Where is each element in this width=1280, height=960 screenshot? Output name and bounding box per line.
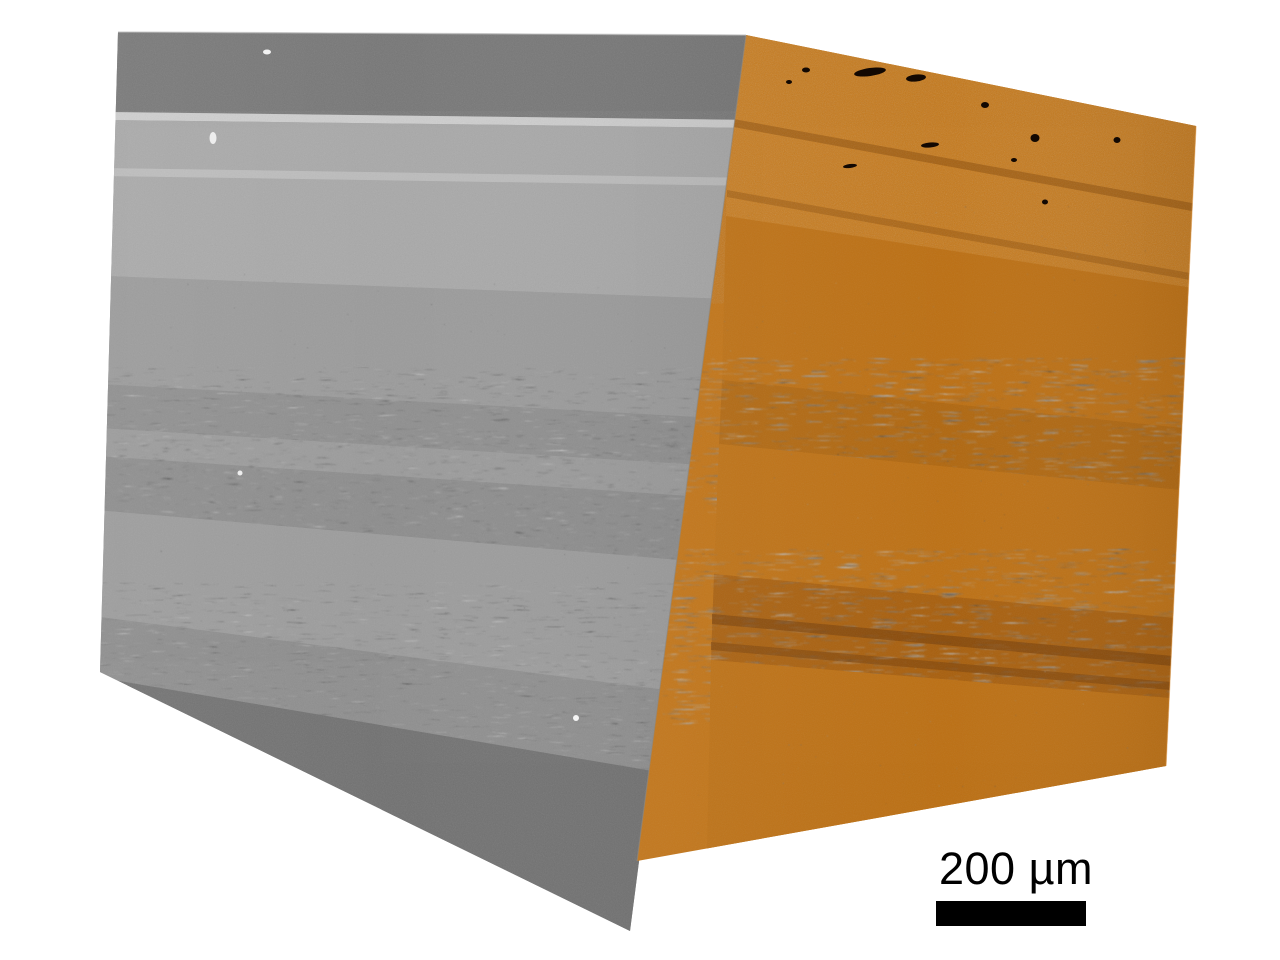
scale-bar: 200 µm xyxy=(936,845,1096,930)
orange-face-right-edge xyxy=(1165,125,1197,767)
orange-face-voids xyxy=(786,67,1121,205)
face-seam-line xyxy=(636,34,747,862)
grey-face-inclusion xyxy=(263,49,271,55)
grey-face-inclusion xyxy=(237,470,243,476)
grey-face-top-edge xyxy=(117,31,747,36)
orange-face-shading xyxy=(637,35,1196,861)
grey-face-inclusion xyxy=(209,132,217,144)
scale-bar-label: 200 µm xyxy=(939,843,1093,894)
face-edges xyxy=(117,31,1197,862)
scale-bar-rect xyxy=(936,901,1086,926)
grey-face xyxy=(100,32,746,931)
grey-face-inclusion xyxy=(573,715,579,721)
